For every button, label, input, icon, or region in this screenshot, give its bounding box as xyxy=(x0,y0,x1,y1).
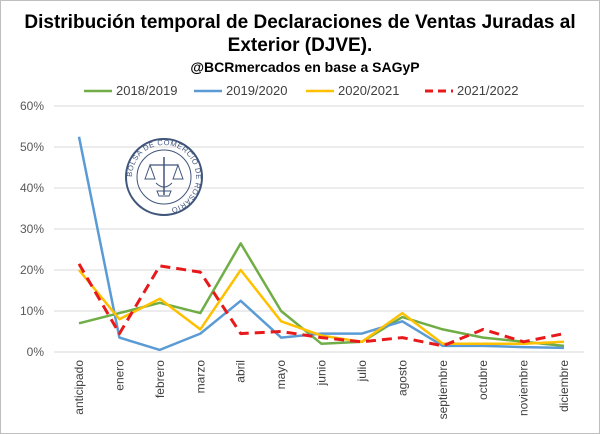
x-tick-label: septiembre xyxy=(436,360,450,420)
y-tick-label: 0% xyxy=(27,345,45,359)
legend-label: 2021/2022 xyxy=(457,83,518,98)
y-tick-label: 60% xyxy=(20,99,44,113)
series-line-2020-2021 xyxy=(78,268,565,346)
series-line-2019-2020 xyxy=(77,136,565,352)
x-tick-label: abril xyxy=(234,360,248,383)
legend-label: 2019/2020 xyxy=(226,83,287,98)
y-tick-label: 10% xyxy=(20,304,44,318)
y-tick-label: 40% xyxy=(20,181,44,195)
x-tick-label: marzo xyxy=(193,360,207,394)
chart-subtitle: @BCRmercados en base a SAGyP xyxy=(190,59,419,75)
x-tick-label: octubre xyxy=(476,360,490,400)
y-tick-label: 20% xyxy=(20,263,44,277)
x-tick-label: diciembre xyxy=(557,360,571,412)
x-axis: anticipado enero febrero marzo abril mayo juni… xyxy=(72,360,571,420)
legend: 2018/2019 2019/2020 2020/2021 2021/2022 xyxy=(84,83,518,98)
y-tick-label: 50% xyxy=(20,140,44,154)
x-tick-label: noviembre xyxy=(517,360,531,416)
x-tick-label: anticipado xyxy=(72,360,86,415)
y-axis: 0% 10% 20% 30% 40% 50% 60% xyxy=(20,99,44,359)
x-tick-label: febrero xyxy=(153,360,167,398)
series-line-2018-2019 xyxy=(78,242,565,348)
bolsa-comercio-rosario-seal: BOLSA DE COMERCIO DE ROSARIO xyxy=(125,138,203,216)
x-tick-label: junio xyxy=(315,360,329,387)
chart-title-line-2: Exterior (DJVE). xyxy=(228,35,373,56)
x-tick-label: enero xyxy=(112,360,126,391)
chart-title-line-1: Distribución temporal de Declaraciones d… xyxy=(24,12,575,33)
y-tick-label: 30% xyxy=(20,222,44,236)
series-line-2021-2022 xyxy=(77,263,565,348)
x-tick-label: julio xyxy=(355,360,369,383)
series-lines xyxy=(77,136,565,352)
gridlines xyxy=(54,105,584,353)
legend-label: 2018/2019 xyxy=(116,83,177,98)
legend-label: 2020/2021 xyxy=(338,83,399,98)
x-tick-label: mayo xyxy=(274,360,288,390)
x-tick-label: agosto xyxy=(395,360,409,396)
